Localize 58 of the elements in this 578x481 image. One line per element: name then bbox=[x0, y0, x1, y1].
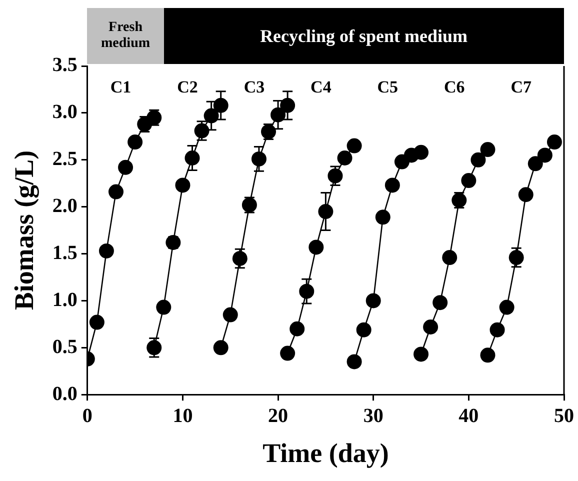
point bbox=[546, 134, 562, 150]
annotation: C6 bbox=[444, 77, 465, 96]
y-tick-label: 3.0 bbox=[52, 101, 78, 124]
point bbox=[98, 243, 114, 258]
point bbox=[356, 322, 372, 338]
point bbox=[414, 346, 429, 362]
header-box: Recycling of spent medium bbox=[164, 8, 564, 64]
point bbox=[518, 187, 534, 202]
point bbox=[537, 148, 552, 163]
point bbox=[470, 152, 486, 168]
x-tick-label: 10 bbox=[172, 404, 193, 427]
annotation: C7 bbox=[510, 77, 532, 96]
point bbox=[128, 134, 143, 150]
annotation: C1 bbox=[110, 77, 132, 96]
point bbox=[480, 142, 496, 158]
annotation: C2 bbox=[177, 77, 198, 96]
point bbox=[375, 210, 390, 225]
header-box: Fresh medium bbox=[87, 8, 164, 64]
y-axis-title: Biomass (g/L) bbox=[9, 150, 40, 310]
y-tick-label: 1.5 bbox=[52, 242, 78, 264]
point bbox=[461, 173, 476, 188]
point bbox=[89, 314, 104, 330]
x-tick-label: 40 bbox=[458, 404, 479, 427]
annotation: C3 bbox=[244, 77, 265, 96]
point bbox=[175, 178, 190, 193]
y-tick-label: 2.5 bbox=[52, 148, 78, 170]
point bbox=[337, 150, 352, 166]
point bbox=[384, 178, 400, 193]
y-tick-label: 3.5 bbox=[52, 54, 78, 76]
y-tick-label: 2.0 bbox=[52, 195, 78, 217]
point bbox=[414, 144, 429, 160]
y-tick-label: 1.0 bbox=[52, 288, 78, 311]
point bbox=[528, 156, 543, 172]
point bbox=[280, 346, 296, 361]
point bbox=[118, 160, 134, 175]
point bbox=[222, 307, 238, 322]
x-tick-label: 0 bbox=[82, 404, 92, 427]
point bbox=[290, 321, 305, 336]
y-tick-label: 0.5 bbox=[52, 336, 78, 358]
point bbox=[346, 354, 362, 370]
point bbox=[346, 138, 362, 154]
point bbox=[490, 322, 505, 338]
x-tick-label: 30 bbox=[363, 404, 384, 427]
x-axis-title: Time (day) bbox=[262, 438, 389, 468]
point bbox=[108, 184, 124, 200]
point bbox=[366, 293, 381, 308]
point bbox=[499, 300, 514, 315]
annotation: C5 bbox=[377, 77, 398, 96]
x-tick-label: 50 bbox=[554, 404, 574, 427]
point bbox=[156, 300, 172, 315]
point bbox=[423, 320, 438, 335]
y-tick-label: 0.0 bbox=[52, 382, 78, 405]
point bbox=[213, 340, 228, 356]
point bbox=[442, 250, 458, 266]
point bbox=[308, 240, 324, 255]
annotation: C4 bbox=[310, 77, 332, 96]
point bbox=[480, 348, 496, 363]
x-tick-label: 20 bbox=[268, 404, 288, 427]
